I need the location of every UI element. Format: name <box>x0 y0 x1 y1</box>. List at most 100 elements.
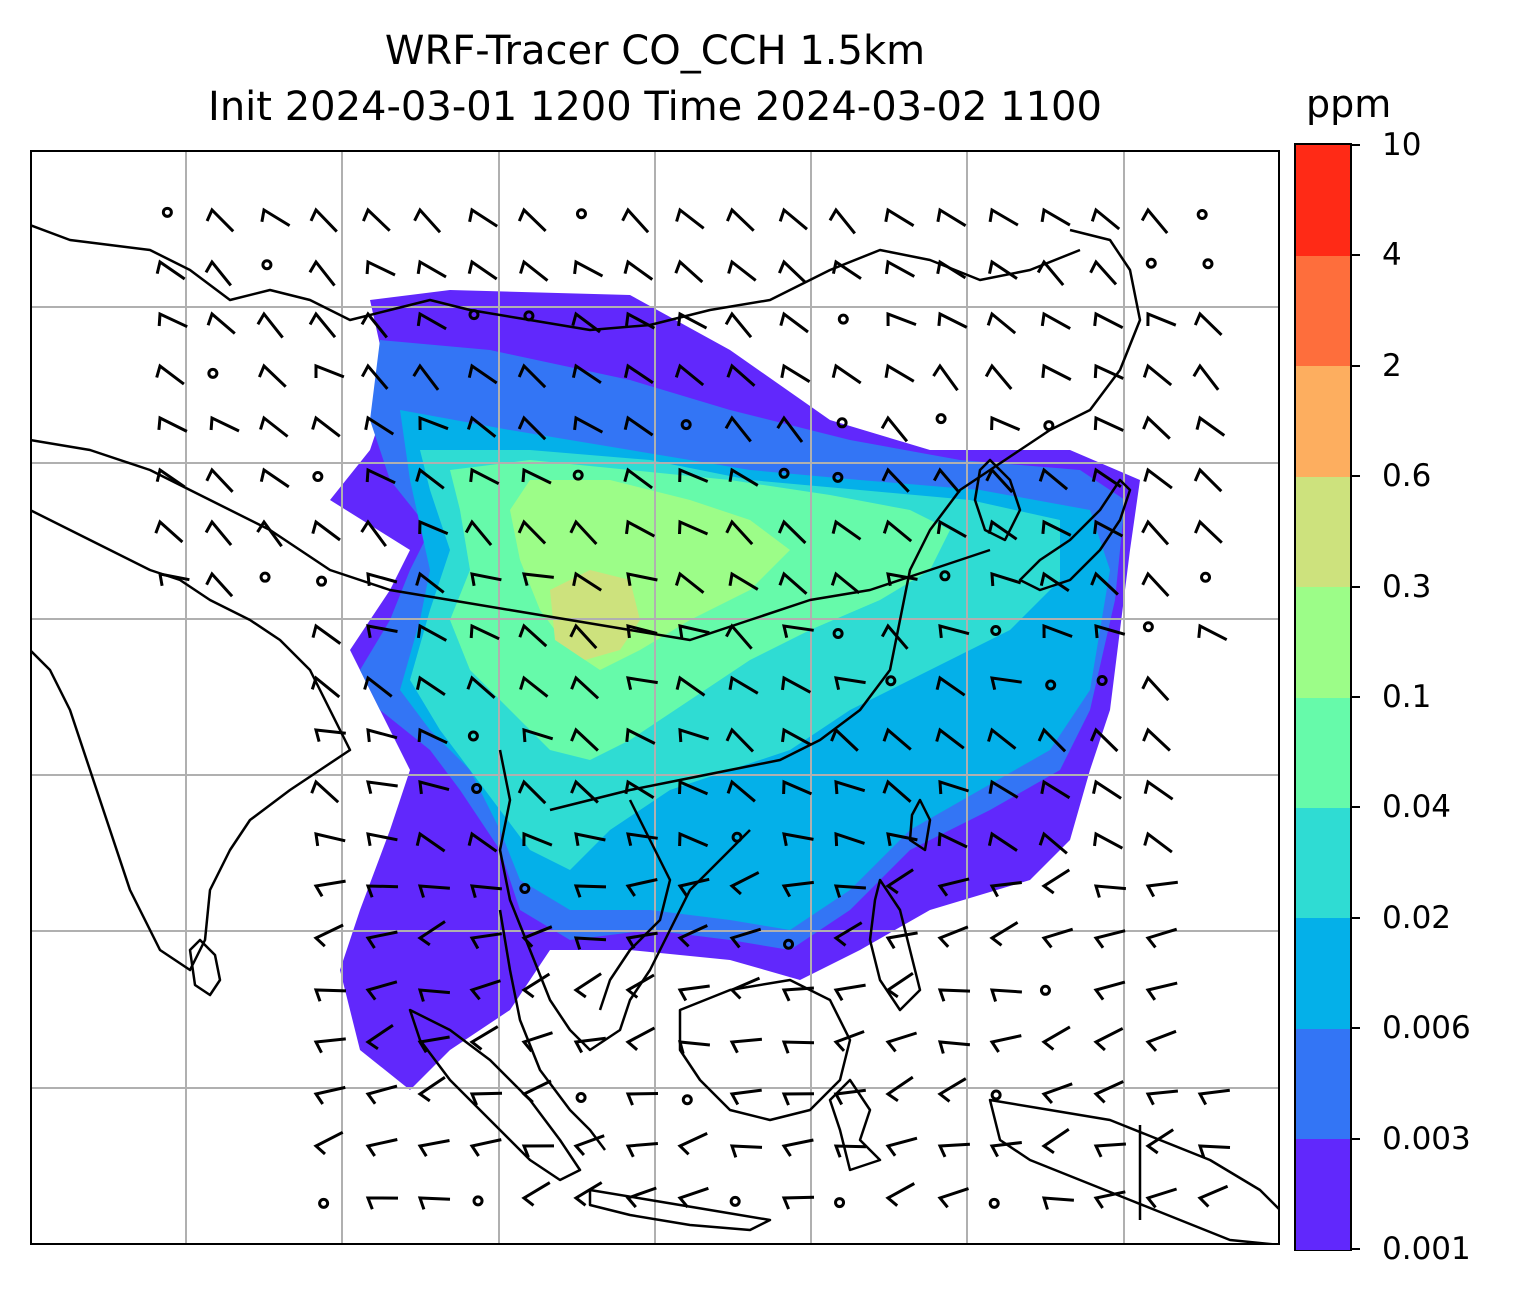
wind-barb <box>573 259 604 278</box>
wind-barb <box>677 1132 708 1156</box>
wind-barb <box>674 571 705 594</box>
wind-barb <box>834 676 866 691</box>
wind-barb <box>1040 779 1071 800</box>
wind-barb <box>831 519 862 541</box>
wind-barb <box>987 727 1017 750</box>
coast-taiwan <box>908 798 932 852</box>
wind-barb <box>311 519 341 542</box>
wind-barb <box>517 779 547 805</box>
wind-barb <box>778 571 808 595</box>
wind-barb <box>366 624 398 639</box>
colorbar-tick-label: 0.02 <box>1382 899 1452 936</box>
wind-barb <box>884 207 915 227</box>
coast-new-guinea <box>988 1098 1280 1245</box>
wind-barb <box>782 779 813 796</box>
wind-barb <box>882 519 913 543</box>
wind-barb <box>988 779 1019 799</box>
wind-barb <box>1039 571 1070 593</box>
wind-barb <box>466 415 497 438</box>
wind-barb <box>726 207 755 232</box>
wind-barb <box>205 207 235 233</box>
wind-barb <box>155 363 185 386</box>
wind-barb <box>467 259 498 281</box>
wind-barb <box>1038 467 1069 491</box>
calm-wind-marker <box>778 467 790 479</box>
wind-barb <box>782 832 814 847</box>
wind-barb <box>781 986 815 1002</box>
wind-barb <box>518 623 548 648</box>
wind-barb <box>834 779 866 795</box>
wind-barb <box>833 884 867 898</box>
wind-barb <box>1090 207 1121 231</box>
wind-barb <box>572 571 603 592</box>
wind-barb <box>1145 1089 1179 1106</box>
wind-barb <box>985 467 1014 494</box>
colorbar-segment <box>1296 1028 1350 1140</box>
wind-barb <box>937 1040 971 1054</box>
wind-barb <box>624 779 655 799</box>
wind-barb <box>154 519 184 544</box>
wind-barb <box>886 311 917 327</box>
colorbar-tick-label: 0.1 <box>1382 679 1432 715</box>
wind-barb <box>729 1037 763 1054</box>
colorbar-tick <box>1350 696 1360 698</box>
wind-barb <box>677 924 708 948</box>
wind-barb <box>573 1036 606 1054</box>
wind-barb <box>573 415 604 434</box>
wind-barb <box>416 623 448 642</box>
wind-barb <box>677 877 710 897</box>
wind-barb <box>678 519 709 536</box>
wind-barb <box>517 363 547 389</box>
wind-barb <box>674 259 704 284</box>
calm-wind-marker <box>832 471 844 483</box>
border-central <box>30 438 991 642</box>
colorbar-tick <box>1350 475 1360 478</box>
wind-barb <box>573 1181 603 1207</box>
wind-barb <box>313 923 344 948</box>
colorbar-tick-label: 0.04 <box>1382 789 1452 826</box>
wind-barb <box>1197 1184 1229 1208</box>
calm-wind-marker <box>467 730 479 742</box>
colorbar-tick-label: 0.006 <box>1382 1010 1471 1047</box>
border-north <box>30 223 1081 332</box>
wind-barb <box>155 259 186 281</box>
wind-barb <box>158 572 190 587</box>
wind-barb <box>675 207 705 230</box>
wind-barb <box>415 571 445 594</box>
calm-wind-marker <box>832 628 844 640</box>
wind-barb <box>1042 623 1073 639</box>
wind-barb <box>781 880 814 898</box>
wind-barb <box>571 363 602 384</box>
wind-barb <box>776 415 804 443</box>
wind-barb <box>1094 623 1126 639</box>
wind-barb <box>1041 868 1071 895</box>
wind-barb <box>937 831 968 849</box>
wind-barb <box>416 311 447 331</box>
wind-barb <box>987 831 1018 852</box>
calm-wind-marker <box>519 882 531 894</box>
wind-barb <box>314 363 345 379</box>
wind-barb <box>1145 1187 1178 1209</box>
colorbar-segment <box>1296 145 1350 256</box>
wind-barb <box>625 1092 659 1106</box>
wind-barb <box>937 988 971 1002</box>
wind-barb <box>412 363 440 391</box>
wind-barb <box>779 311 809 334</box>
wind-barb <box>1141 571 1170 598</box>
coast-india <box>30 508 352 972</box>
wind-barb <box>936 259 967 280</box>
wind-barb <box>1041 1127 1070 1155</box>
wind-barb <box>675 675 706 697</box>
wind-barb <box>778 259 807 284</box>
wind-barb <box>418 415 449 431</box>
wind-barb <box>469 623 500 641</box>
wind-barb <box>1142 363 1173 387</box>
wind-barb <box>625 878 658 897</box>
wind-barb <box>417 1035 450 1054</box>
wind-barb <box>625 973 655 999</box>
calm-wind-marker <box>885 675 897 687</box>
colorbar-tick <box>1350 585 1360 588</box>
wind-barb <box>466 675 496 699</box>
wind-barb <box>469 1025 499 1051</box>
wind-barb <box>1145 1128 1175 1155</box>
